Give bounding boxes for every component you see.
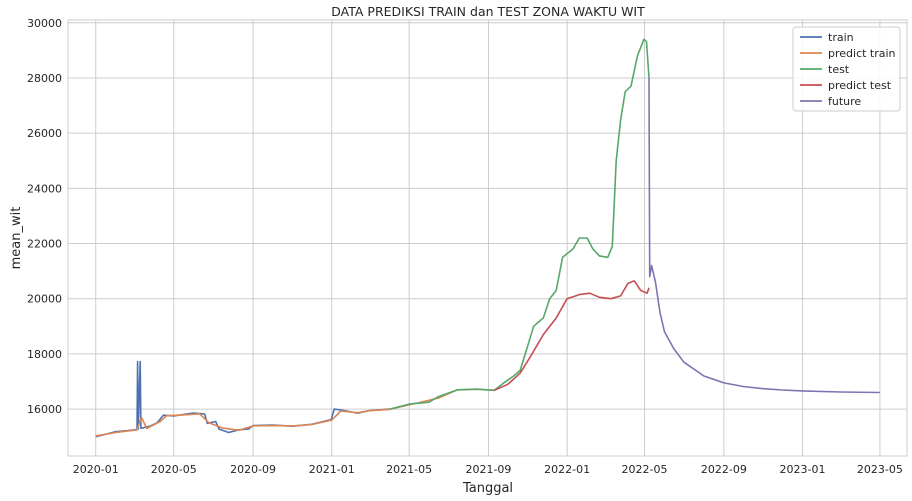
legend-label-predict-train: predict train — [828, 47, 896, 60]
series-lines — [95, 38, 880, 438]
legend-box — [792, 26, 901, 112]
x-axis-label: Tanggal — [462, 481, 513, 496]
chart-title: DATA PREDIKSI TRAIN dan TEST ZONA WAKTU … — [331, 4, 645, 19]
x-tick-label: 2020-01 — [73, 463, 119, 476]
series-line-future — [648, 77, 880, 394]
y-tick-label: 28000 — [27, 72, 62, 85]
x-tick-label: 2021-09 — [465, 463, 511, 476]
series-line-test — [389, 38, 650, 410]
legend: train predict train test predict test future — [792, 26, 901, 112]
legend-label-future: future — [828, 95, 861, 108]
tick-labels: 2020-01 2020-05 2020-09 2021-01 2021-05 2021-… — [27, 17, 903, 476]
x-tick-label: 2022-09 — [701, 463, 747, 476]
x-tick-label: 2023-05 — [857, 463, 903, 476]
grid-lines — [68, 20, 907, 456]
y-tick-label: 30000 — [27, 17, 62, 30]
y-tick-label: 26000 — [27, 127, 62, 140]
legend-label-test: test — [828, 63, 850, 76]
x-tick-label: 2020-05 — [151, 463, 197, 476]
x-tick-label: 2021-01 — [309, 463, 355, 476]
y-tick-label: 20000 — [27, 293, 62, 306]
x-tick-label: 2020-09 — [230, 463, 276, 476]
y-tick-label: 18000 — [27, 348, 62, 361]
legend-label-predict-test: predict test — [828, 79, 892, 92]
series-line-predict-test — [493, 280, 650, 392]
x-tick-label: 2022-05 — [622, 463, 668, 476]
y-tick-label: 22000 — [27, 238, 62, 251]
x-tick-label: 2022-01 — [544, 463, 590, 476]
x-tick-label: 2023-01 — [780, 463, 826, 476]
y-tick-label: 24000 — [27, 182, 62, 195]
legend-label-train: train — [828, 31, 854, 44]
y-axis-label: mean_wit — [9, 207, 24, 270]
x-tick-label: 2021-05 — [386, 463, 432, 476]
plot-area-frame — [67, 19, 908, 457]
y-tick-label: 16000 — [27, 403, 62, 416]
